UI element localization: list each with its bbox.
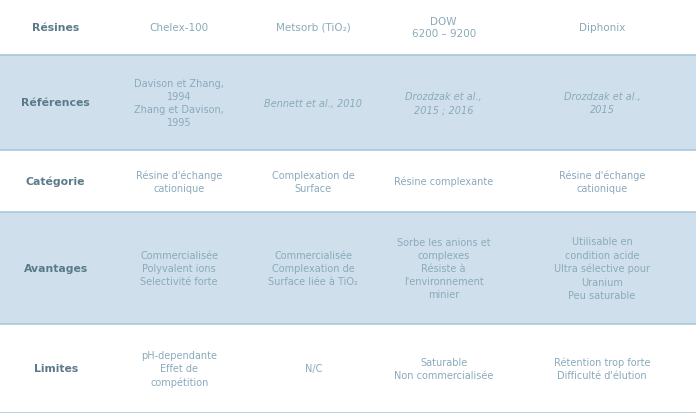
Text: Limites: Limites: [33, 363, 78, 374]
Text: DOW
6200 – 9200: DOW 6200 – 9200: [411, 17, 476, 39]
Bar: [111, 151, 247, 213]
Bar: [111, 324, 247, 413]
Bar: [379, 0, 508, 56]
Text: Références: Références: [22, 98, 90, 108]
Bar: [247, 324, 379, 413]
Text: Commercialisée
Polyvalent ions
Selectivité forte: Commercialisée Polyvalent ions Selectivi…: [140, 250, 219, 287]
Text: Commercialisée
Complexation de
Surface liée à TiO₂: Commercialisée Complexation de Surface l…: [268, 250, 358, 287]
Bar: [111, 0, 247, 56]
Text: Diphonix: Diphonix: [579, 23, 625, 33]
Bar: [0, 0, 111, 56]
Text: Saturable
Non commercialisée: Saturable Non commercialisée: [394, 357, 493, 380]
Bar: [508, 151, 696, 213]
Bar: [247, 56, 379, 151]
Text: Sorbe les anions et
complexes
Résiste à
l'environnement
minier: Sorbe les anions et complexes Résiste à …: [397, 237, 491, 300]
Bar: [111, 213, 247, 324]
Text: Complexation de
Surface: Complexation de Surface: [272, 170, 354, 193]
Text: Drozdzak et al.,
2015 ; 2016: Drozdzak et al., 2015 ; 2016: [405, 92, 482, 115]
Bar: [0, 213, 111, 324]
Text: Drozdzak et al.,
2015: Drozdzak et al., 2015: [564, 92, 640, 115]
Text: Résine d'échange
cationique: Résine d'échange cationique: [559, 170, 645, 194]
Text: pH-dependante
Effet de
compétition: pH-dependante Effet de compétition: [141, 350, 217, 387]
Bar: [0, 151, 111, 213]
Bar: [247, 0, 379, 56]
Bar: [379, 151, 508, 213]
Bar: [508, 213, 696, 324]
Bar: [508, 324, 696, 413]
Bar: [0, 324, 111, 413]
Text: Résine complexante: Résine complexante: [394, 176, 493, 187]
Text: N/C: N/C: [305, 363, 322, 374]
Text: Résines: Résines: [32, 23, 79, 33]
Text: Metsorb (TiO₂): Metsorb (TiO₂): [276, 23, 351, 33]
Text: Avantages: Avantages: [24, 263, 88, 273]
Bar: [508, 0, 696, 56]
Bar: [508, 56, 696, 151]
Text: Chelex-100: Chelex-100: [150, 23, 209, 33]
Bar: [379, 324, 508, 413]
Text: Catégorie: Catégorie: [26, 176, 86, 187]
Bar: [247, 213, 379, 324]
Bar: [0, 56, 111, 151]
Text: Résine d'échange
cationique: Résine d'échange cationique: [136, 170, 223, 194]
Bar: [111, 56, 247, 151]
Text: Utilisable en
condition acide
Ultra sélective pour
Uranium
Peu saturable: Utilisable en condition acide Ultra séle…: [554, 237, 650, 300]
Text: Bennett et al., 2010: Bennett et al., 2010: [264, 98, 362, 108]
Text: Davison et Zhang,
1994
Zhang et Davison,
1995: Davison et Zhang, 1994 Zhang et Davison,…: [134, 78, 224, 128]
Bar: [379, 213, 508, 324]
Text: Rétention trop forte
Difficulté d'élution: Rétention trop forte Difficulté d'élutio…: [554, 357, 650, 380]
Bar: [379, 56, 508, 151]
Bar: [247, 151, 379, 213]
